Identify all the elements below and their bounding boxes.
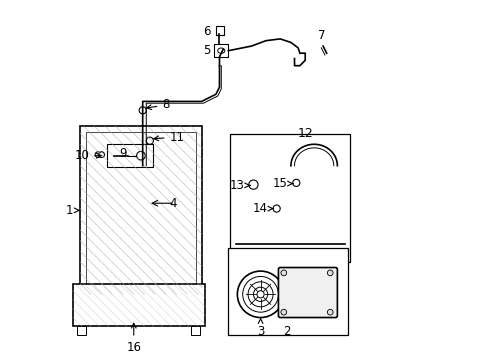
Bar	[216, 26, 224, 35]
Bar	[230, 134, 349, 262]
Text: 10: 10	[74, 149, 101, 162]
Circle shape	[253, 287, 267, 301]
Text: 5: 5	[203, 44, 210, 57]
Circle shape	[292, 179, 299, 186]
Bar	[107, 144, 153, 167]
Text: 1: 1	[65, 204, 79, 217]
Circle shape	[281, 309, 286, 315]
Text: 2: 2	[283, 325, 290, 338]
Bar	[85, 132, 196, 289]
Circle shape	[257, 291, 264, 298]
Bar	[80, 126, 201, 294]
Bar	[77, 327, 85, 336]
Circle shape	[139, 107, 146, 114]
Text: 11: 11	[154, 131, 184, 144]
Bar	[73, 284, 205, 327]
Text: 15: 15	[272, 177, 292, 190]
Bar	[214, 44, 228, 57]
Circle shape	[95, 152, 101, 157]
Text: 14: 14	[252, 202, 273, 215]
Text: 4: 4	[169, 197, 176, 210]
Ellipse shape	[217, 48, 224, 53]
Circle shape	[326, 309, 332, 315]
Text: 7: 7	[317, 30, 325, 42]
Circle shape	[136, 152, 145, 160]
Bar	[228, 248, 347, 336]
Circle shape	[237, 271, 283, 318]
Circle shape	[281, 270, 286, 276]
Text: 8: 8	[146, 99, 169, 112]
Circle shape	[242, 276, 278, 312]
Text: 3: 3	[256, 319, 264, 338]
Circle shape	[326, 270, 332, 276]
FancyBboxPatch shape	[278, 267, 337, 318]
Text: 12: 12	[297, 127, 312, 140]
Bar	[190, 327, 200, 336]
Text: 16: 16	[126, 323, 141, 354]
Text: 9: 9	[119, 147, 126, 160]
Circle shape	[248, 180, 258, 189]
Circle shape	[272, 205, 280, 212]
Text: 6: 6	[203, 25, 210, 38]
Circle shape	[99, 152, 104, 157]
Text: 13: 13	[229, 179, 250, 192]
Circle shape	[247, 282, 272, 307]
Circle shape	[146, 137, 153, 144]
